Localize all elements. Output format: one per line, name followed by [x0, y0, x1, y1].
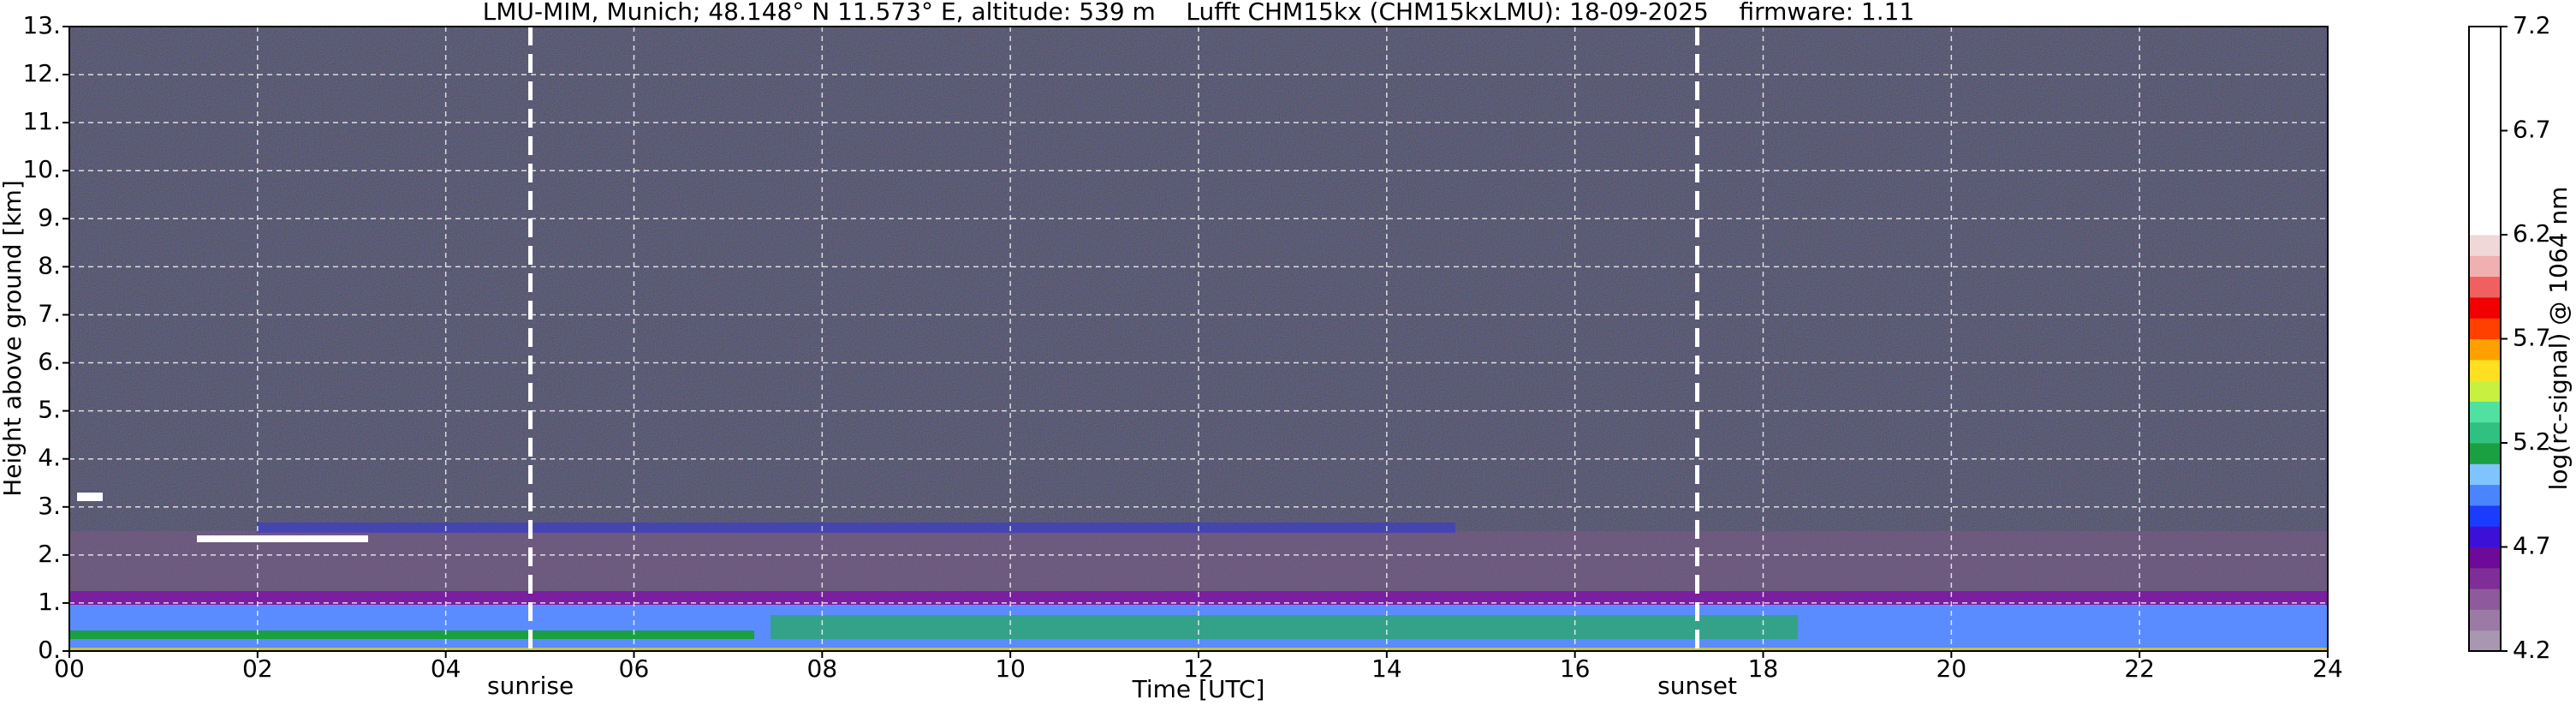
colorbar-tick-label: 4.7	[2513, 532, 2551, 560]
colorbar-segment	[2469, 401, 2501, 423]
colorbar-segment	[2469, 443, 2501, 464]
colorbar-segment	[2469, 318, 2501, 339]
colorbar-segment	[2469, 255, 2501, 278]
colorbar-segment	[2469, 88, 2501, 111]
colorbar-segment	[2469, 567, 2501, 589]
x-tick-label: 18	[1748, 654, 1779, 683]
colorbar-tick-label: 5.2	[2513, 427, 2551, 456]
colorbar-tick-label: 7.2	[2513, 11, 2551, 39]
x-tick-label: 04	[431, 654, 461, 683]
x-tick-label: 02	[242, 654, 273, 683]
colorbar-segment	[2469, 630, 2501, 652]
y-tick-label: 8.	[38, 251, 61, 279]
colorbar-segment	[2469, 172, 2501, 194]
x-tick-label: 12	[1183, 654, 1214, 683]
x-tick-label: 14	[1371, 654, 1402, 683]
x-tick-label: 22	[2124, 654, 2155, 683]
x-tick-label: 10	[995, 654, 1026, 683]
colorbar-segment	[2469, 609, 2501, 631]
x-tick-label: 20	[1936, 654, 1967, 683]
x-tick-label: 24	[2312, 654, 2343, 683]
y-axis-label: Height above ground [km]	[0, 180, 27, 497]
y-tick-label: 10.	[22, 155, 61, 183]
y-tick-label: 7.	[38, 299, 61, 327]
colorbar-segment	[2469, 589, 2501, 610]
colorbar-segment	[2469, 380, 2501, 402]
colorbar-segment	[2469, 68, 2501, 90]
colorbar-segment	[2469, 130, 2501, 152]
y-tick-label: 13.	[22, 11, 61, 39]
colorbar-tick-label: 4.2	[2513, 636, 2551, 664]
y-tick-label: 5.	[38, 396, 61, 424]
colorbar-segment	[2469, 110, 2501, 131]
colorbar-segment	[2469, 484, 2501, 506]
y-tick-label: 0.	[38, 636, 61, 664]
x-tick-label: 00	[54, 654, 85, 683]
colorbar-segment	[2469, 505, 2501, 527]
x-tick-label: 16	[1560, 654, 1591, 683]
plot-area	[68, 26, 2329, 652]
colorbar-segment	[2469, 151, 2501, 173]
colorbar-segment	[2469, 463, 2501, 486]
colorbar-segment	[2469, 296, 2501, 319]
colorbar-segment	[2469, 547, 2501, 569]
colorbar-segment	[2469, 193, 2501, 215]
colorbar-segment	[2469, 47, 2501, 69]
colorbar-segment	[2469, 338, 2501, 361]
annotation-label: sunset	[1657, 672, 1737, 700]
x-axis-label: Time [UTC]	[1132, 675, 1265, 703]
colorbar-tick-label: 6.2	[2513, 219, 2551, 248]
y-tick-label: 6.	[38, 348, 61, 376]
y-tick-label: 2.	[38, 540, 61, 568]
y-tick-label: 11.	[22, 107, 61, 135]
colorbar-segment	[2469, 526, 2501, 547]
colorbar-segment	[2469, 276, 2501, 298]
colorbar-label: log(rc-signal) @ 1064 nm	[2544, 187, 2573, 491]
y-tick-label: 9.	[38, 203, 61, 231]
colorbar-segment	[2469, 421, 2501, 444]
colorbar-segment	[2469, 235, 2501, 256]
y-tick-label: 1.	[38, 588, 61, 616]
colorbar-tick-label: 6.7	[2513, 116, 2551, 144]
x-tick-label: 08	[807, 654, 838, 683]
chart-title: LMU-MIM, Munich; 48.148° N 11.573° E, al…	[483, 0, 1915, 26]
colorbar-segment	[2469, 213, 2501, 236]
annotation-label: sunrise	[487, 672, 574, 700]
x-tick-label: 06	[619, 654, 650, 683]
y-tick-label: 4.	[38, 444, 61, 472]
y-tick-label: 3.	[38, 492, 61, 520]
colorbar-tick-label: 5.7	[2513, 324, 2551, 352]
y-tick-label: 12.	[22, 59, 61, 87]
colorbar-segment	[2469, 359, 2501, 381]
colorbar-segment	[2469, 27, 2501, 48]
